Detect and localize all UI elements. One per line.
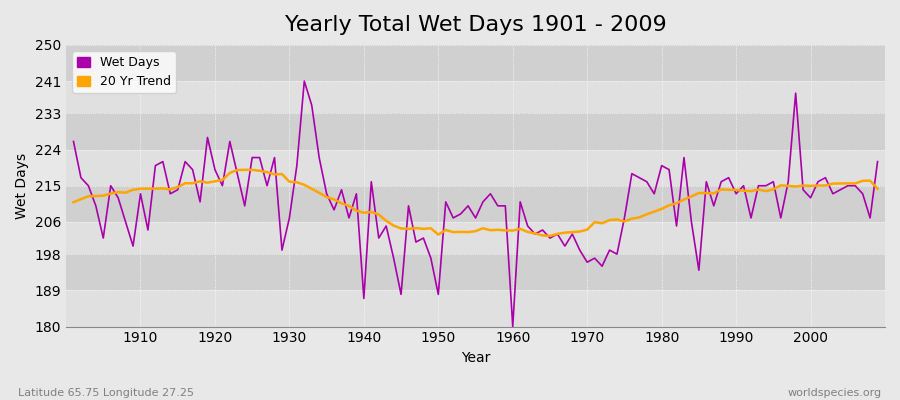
Bar: [66, 222, 885, 254]
Wet Days: [515, 200, 526, 204]
Text: Latitude 65.75 Longitude 27.25: Latitude 65.75 Longitude 27.25: [18, 388, 194, 398]
Bar: [66, 81, 885, 113]
X-axis label: Year: Year: [461, 351, 491, 365]
Bar: [66, 186, 885, 222]
20 Yr Trend: [515, 226, 526, 231]
20 Yr Trend: [68, 200, 79, 204]
Line: Wet Days: Wet Days: [74, 81, 878, 326]
Wet Days: [612, 252, 623, 256]
20 Yr Trend: [128, 187, 139, 192]
Wet Days: [522, 224, 533, 228]
20 Yr Trend: [239, 168, 250, 172]
Wet Days: [872, 159, 883, 164]
Bar: [66, 113, 885, 150]
20 Yr Trend: [508, 228, 518, 233]
Y-axis label: Wet Days: Wet Days: [15, 153, 29, 219]
Legend: Wet Days, 20 Yr Trend: Wet Days, 20 Yr Trend: [72, 51, 176, 93]
Title: Yearly Total Wet Days 1901 - 2009: Yearly Total Wet Days 1901 - 2009: [284, 15, 666, 35]
Wet Days: [292, 163, 302, 168]
20 Yr Trend: [344, 204, 355, 208]
20 Yr Trend: [612, 217, 623, 222]
Wet Days: [508, 324, 518, 329]
Bar: [66, 290, 885, 326]
Wet Days: [68, 139, 79, 144]
Bar: [66, 254, 885, 290]
Wet Days: [344, 216, 355, 220]
20 Yr Trend: [299, 182, 310, 187]
Wet Days: [299, 79, 310, 84]
Wet Days: [128, 244, 139, 248]
20 Yr Trend: [544, 234, 555, 238]
Bar: [66, 150, 885, 186]
Text: worldspecies.org: worldspecies.org: [788, 388, 882, 398]
Bar: [66, 45, 885, 81]
Line: 20 Yr Trend: 20 Yr Trend: [74, 170, 878, 236]
20 Yr Trend: [872, 186, 883, 191]
